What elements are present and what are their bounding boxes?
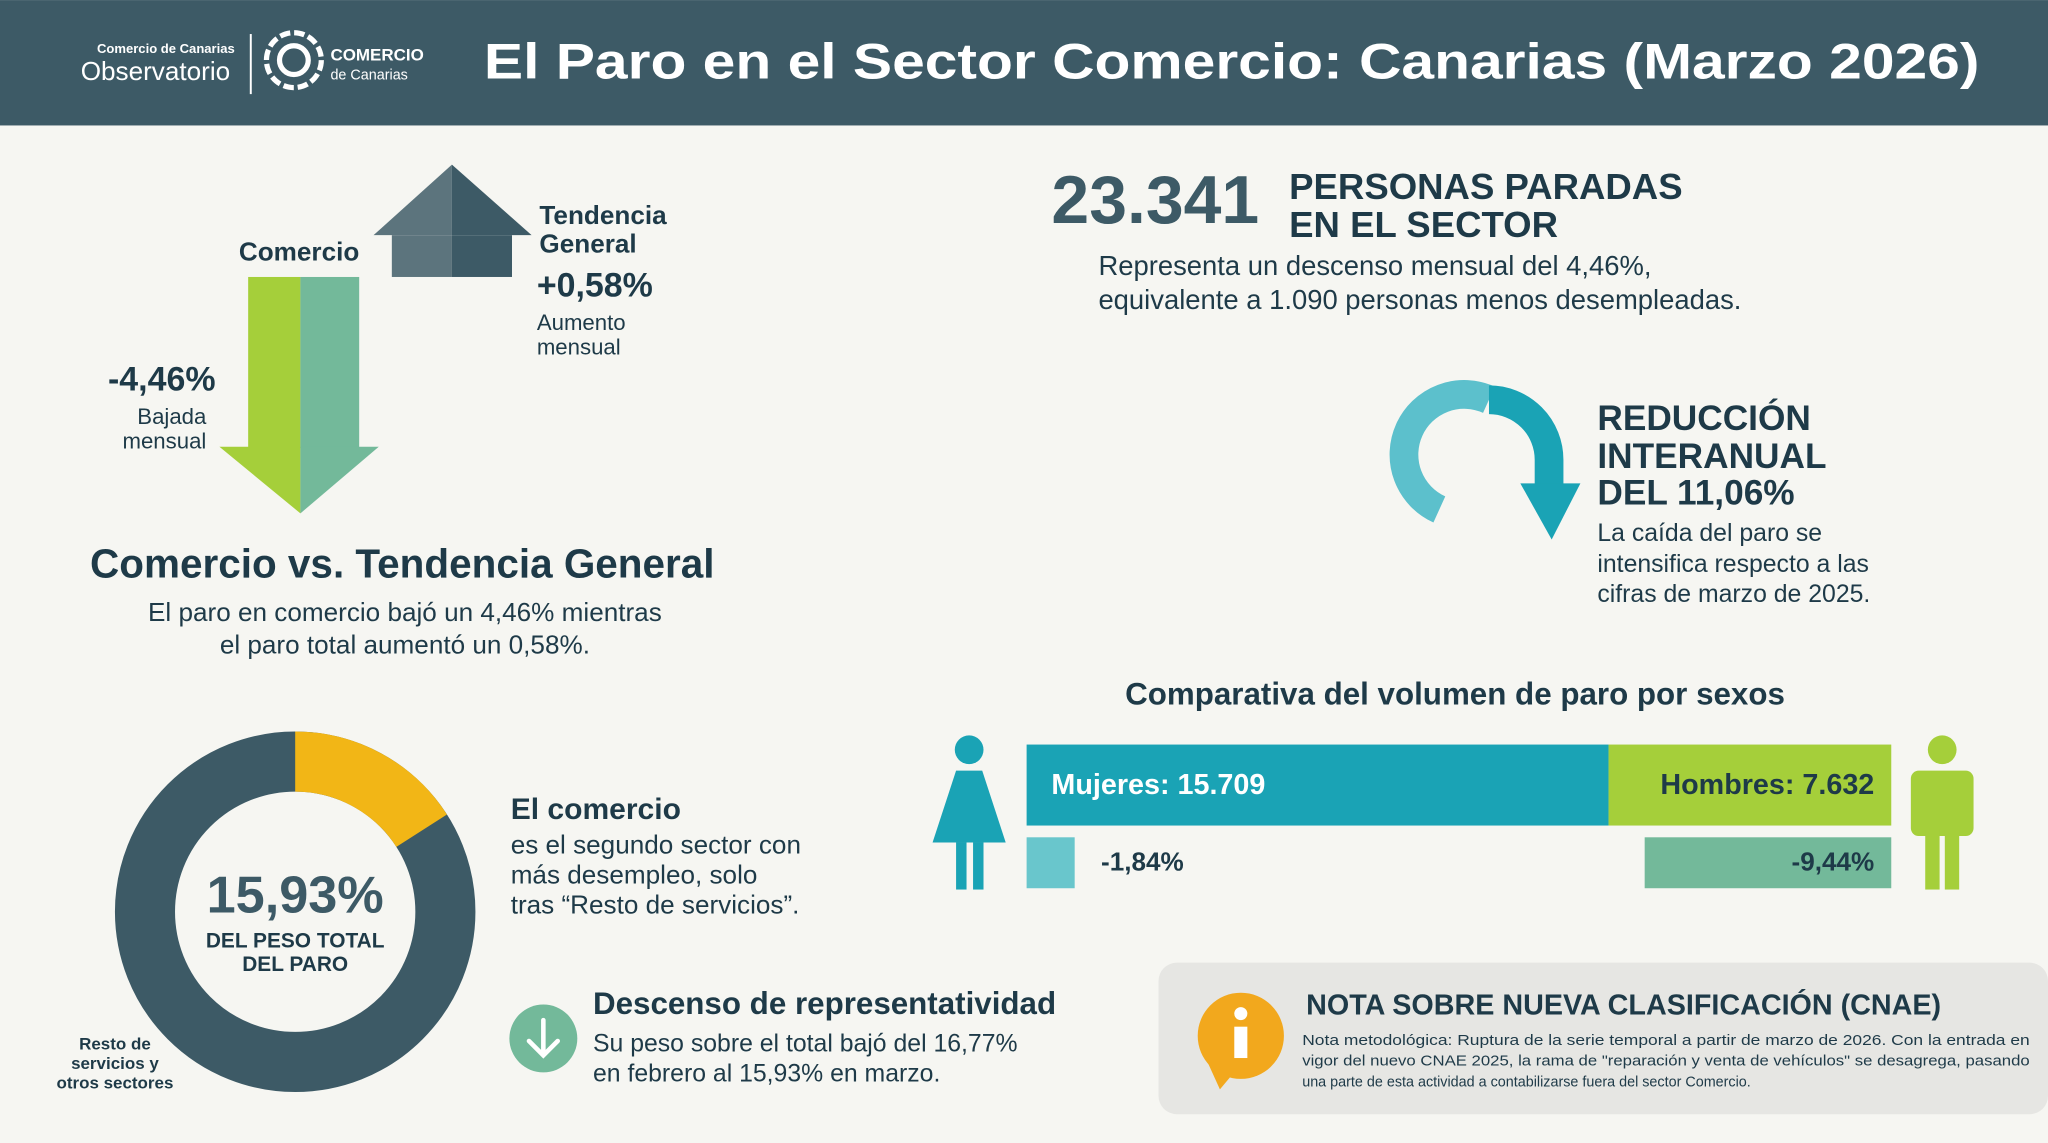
donut-rest: servicios y	[71, 1054, 159, 1073]
arrow-value: +0,58%	[537, 266, 653, 304]
cycle-arrow	[1389, 380, 1581, 540]
total-text: equivalente a 1.090 personas menos desem…	[1098, 284, 1741, 315]
donut-rest: otros sectores	[56, 1074, 173, 1093]
total-value: 23.341	[1051, 163, 1259, 238]
section-title: Comercio vs. Tendencia General	[90, 541, 715, 587]
decline-text: en febrero al 15,93% en marzo.	[593, 1061, 940, 1088]
donut-label: 15,93%	[207, 866, 384, 924]
annual-text: intensifica respecto a las	[1597, 551, 1869, 578]
arrow-label: General	[539, 229, 636, 259]
decline-title: Descenso de representatividad	[593, 986, 1056, 1021]
women-change-bar	[1026, 837, 1075, 889]
man-icon	[1910, 735, 1974, 890]
logo-icon	[263, 30, 324, 91]
arrow-caption: mensual	[122, 429, 206, 454]
donut-rest: Resto de	[79, 1034, 151, 1053]
total-label: PERSONAS PARADAS	[1289, 166, 1682, 207]
ranking-title: El comercio	[511, 793, 681, 826]
donut-caption: DEL PARO	[242, 953, 348, 976]
org-small: Comercio de Canarias	[97, 41, 235, 56]
page-title: El Paro en el Sector Comercio: Canarias …	[484, 33, 1980, 89]
decline-text: Su peso sobre el total bajó del 16,77%	[593, 1031, 1018, 1058]
ranking-text: es el segundo sector con	[511, 829, 801, 859]
section-text: el paro total aumentó un 0,58%.	[220, 630, 590, 660]
arrow-label: Tendencia	[539, 200, 667, 230]
note-text: Nota metodológica: Ruptura de la serie t…	[1302, 1033, 2030, 1049]
note-text: vigor del nuevo CNAE 2025, la rama de "r…	[1302, 1054, 2030, 1070]
down-icon	[509, 1004, 578, 1073]
note-text: una parte de esta actividad a contabiliz…	[1302, 1075, 1751, 1091]
logo-bottom: de Canarias	[330, 68, 407, 84]
woman-icon	[932, 735, 1006, 890]
women-change: -1,84%	[1101, 846, 1184, 876]
info-icon	[1197, 992, 1284, 1090]
ranking-text: tras “Resto de servicios”.	[511, 889, 800, 919]
men-bar	[1608, 744, 1892, 826]
arrow-caption: Aumento	[537, 310, 626, 335]
total-label: EN EL SECTOR	[1289, 204, 1558, 245]
women-label: Mujeres: 15.709	[1051, 769, 1265, 801]
men-label: Hombres: 7.632	[1660, 769, 1874, 801]
arrow-value: -4,46%	[108, 360, 216, 398]
ranking-text: más desempleo, solo	[511, 859, 758, 889]
header-band	[0, 0, 2048, 126]
sex-bars	[1026, 744, 1892, 889]
arrow-caption: Bajada	[137, 404, 207, 429]
arrow-label: Comercio	[239, 236, 359, 266]
logo-top: COMERCIO	[330, 46, 423, 65]
donut	[294, 731, 447, 848]
donut-caption: DEL PESO TOTAL	[206, 929, 385, 952]
total-text: Representa un descenso mensual del 4,46%…	[1098, 250, 1651, 281]
annual-text: La caída del paro se	[1597, 520, 1822, 547]
arrow-caption: mensual	[537, 335, 621, 360]
men-change-bar	[1644, 837, 1892, 889]
men-change: -9,44%	[1792, 846, 1875, 876]
sexes-title: Comparativa del volumen de paro por sexo…	[1125, 677, 1785, 712]
annual-title: DEL 11,06%	[1597, 473, 1794, 512]
donut-segment	[294, 731, 447, 848]
section-text: El paro en comercio bajó un 4,46% mientr…	[148, 597, 662, 627]
note-box	[1158, 962, 2048, 1115]
annual-title: INTERANUAL	[1597, 437, 1826, 476]
down-arrow	[219, 276, 379, 514]
org-name: Observatorio	[81, 56, 230, 86]
note-title: NOTA SOBRE NUEVA CLASIFICACIÓN (CNAE)	[1306, 988, 1941, 1022]
annual-text: cifras de marzo de 2025.	[1597, 581, 1870, 608]
annual-title: REDUCCIÓN	[1597, 398, 1810, 438]
women-bar	[1026, 744, 1609, 826]
